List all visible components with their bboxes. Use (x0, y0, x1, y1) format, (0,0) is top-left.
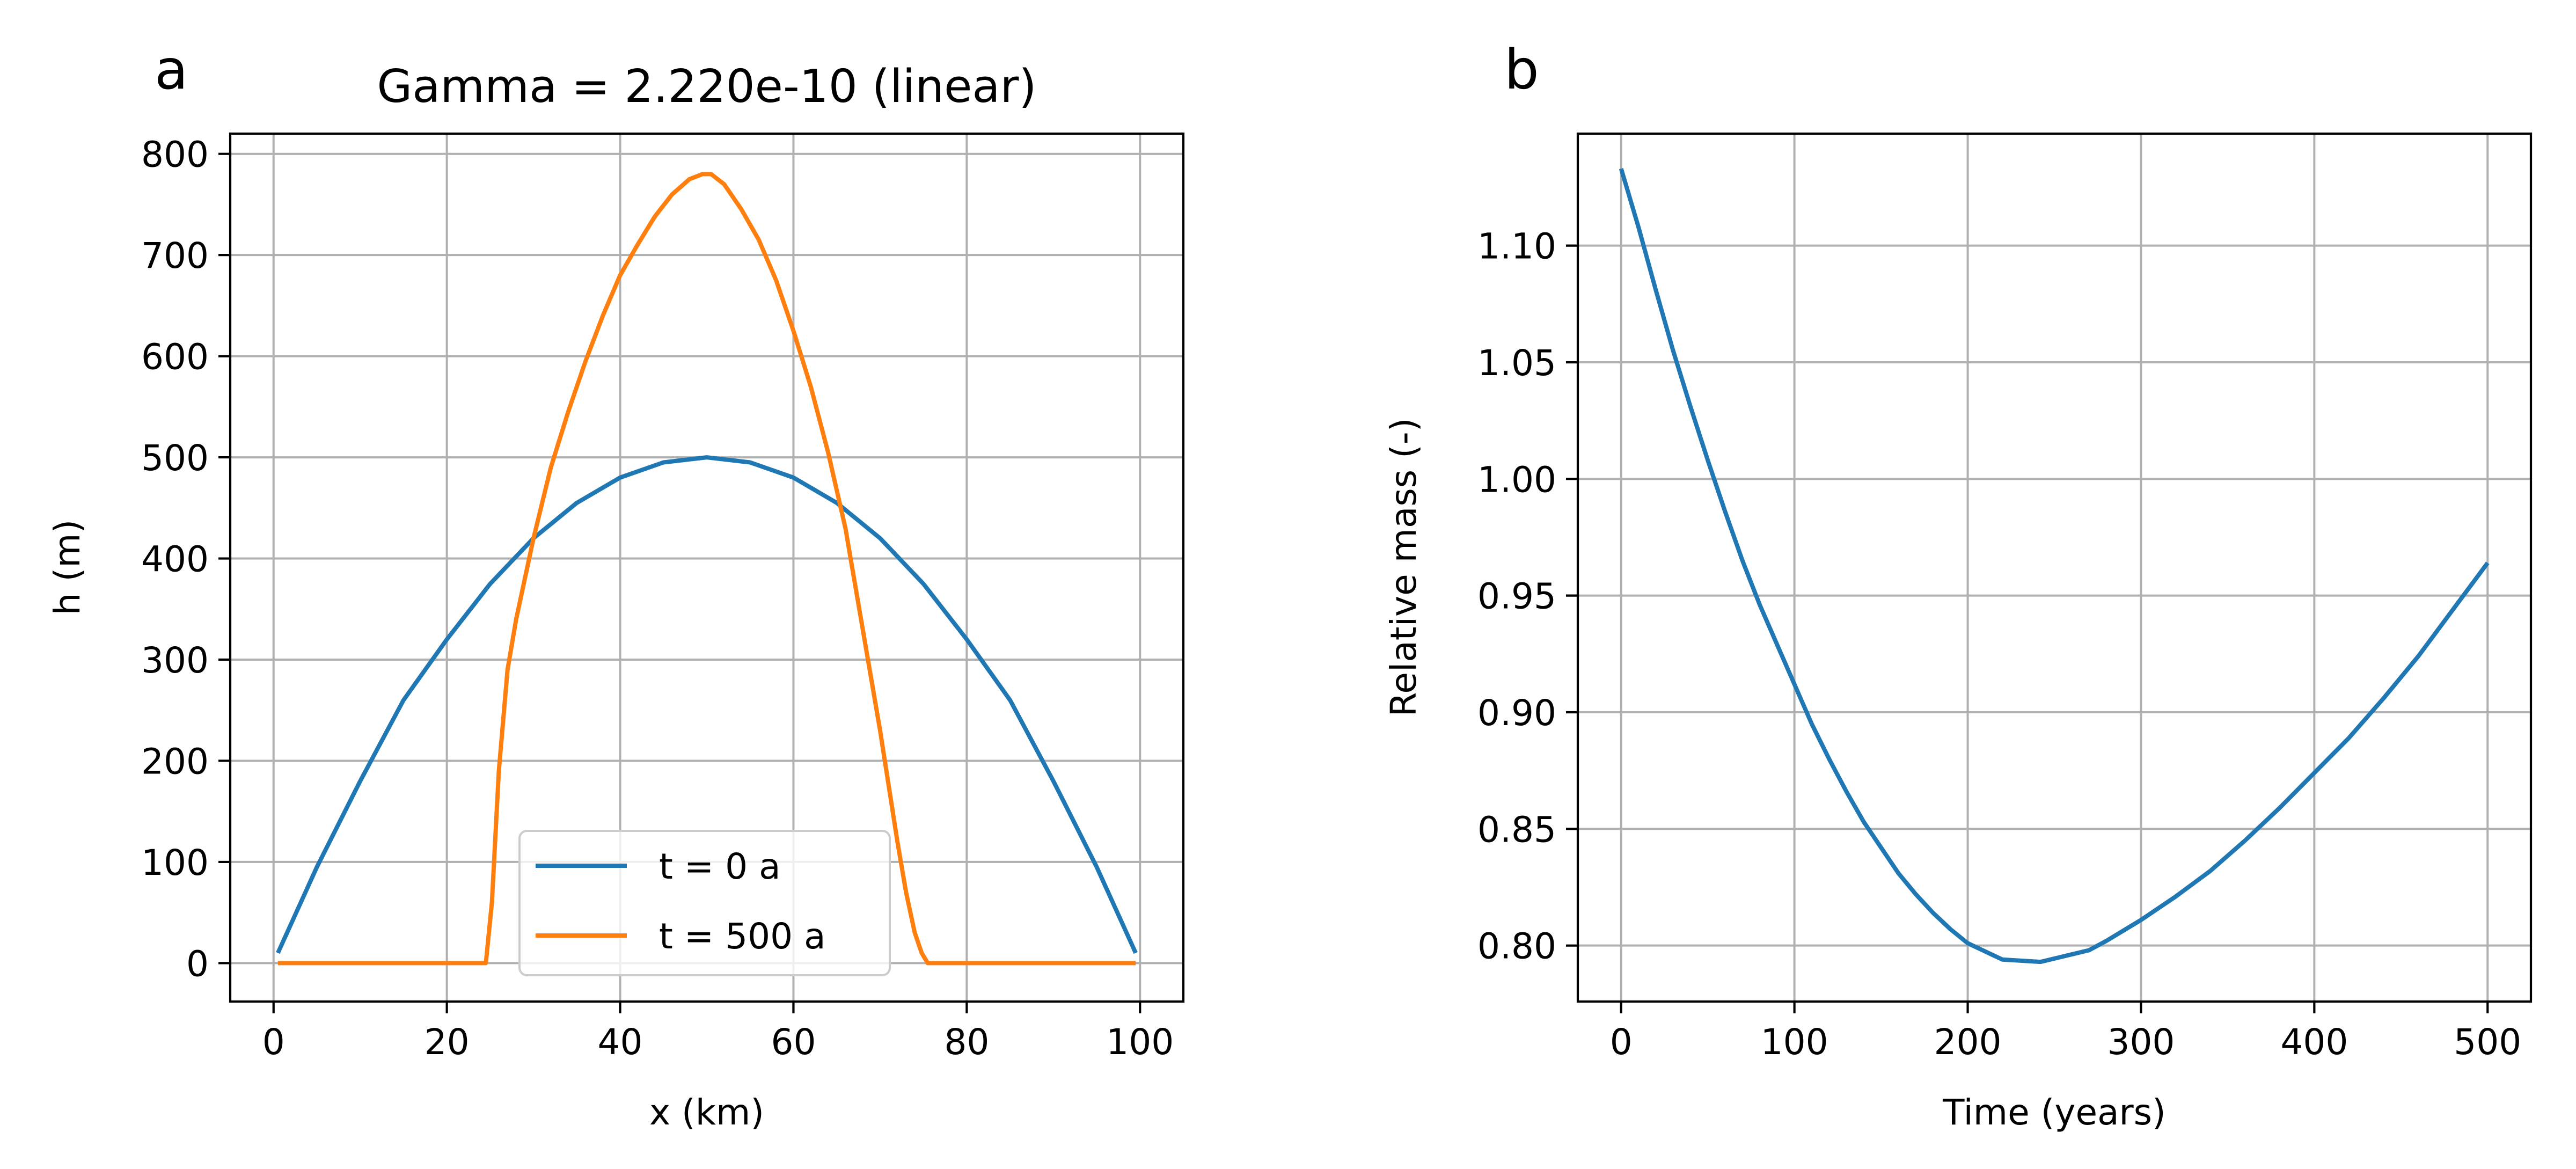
b-x-tick-label: 500 (2454, 1021, 2521, 1063)
a-y-tick-label: 0 (186, 943, 209, 984)
a-series-line-0 (276, 455, 1138, 954)
a-y-tick-label: 500 (141, 437, 209, 479)
a-ticks: 0 20 40 60 80 100 0 100 200 300 400 500 600 700 800 (141, 134, 1174, 1063)
a-lines (276, 172, 1138, 966)
a-x-tick-label: 80 (944, 1021, 989, 1063)
a-grid (230, 134, 1183, 1002)
b-x-tick-label: 0 (1610, 1021, 1633, 1063)
b-x-axis-label: Time (years) (1942, 1092, 2166, 1133)
a-series-line-1 (277, 172, 1136, 966)
a-x-axis-label: x (km) (649, 1092, 764, 1133)
b-y-tick-label: 0.80 (1477, 926, 1556, 967)
a-y-tick-label: 700 (141, 235, 209, 276)
b-y-tick-label: 1.10 (1477, 226, 1556, 267)
a-x-tick-label: 60 (771, 1021, 816, 1063)
b-y-tick-label: 1.00 (1477, 459, 1556, 500)
b-y-axis-label: Relative mass (-) (1383, 418, 1424, 717)
a-x-tick-label: 40 (598, 1021, 643, 1063)
b-y-tick-label: 0.85 (1477, 809, 1556, 850)
b-x-tick-label: 200 (1934, 1021, 2002, 1063)
a-y-tick-label: 300 (141, 640, 209, 681)
a-legend: t = 0 a t = 500 a (518, 830, 891, 976)
b-series-line-0 (1619, 168, 2490, 965)
a-legend-label-0: t = 0 a (659, 846, 781, 887)
b-lines (1619, 168, 2490, 965)
b-panel-letter: b (1504, 38, 1539, 102)
a-y-tick-label: 200 (141, 741, 209, 782)
a-y-tick-label: 400 (141, 539, 209, 580)
a-plot-frame (229, 132, 1185, 1003)
a-panel-letter: a (155, 38, 188, 102)
b-x-tick-label: 100 (1761, 1021, 1828, 1063)
b-y-tick-label: 0.95 (1477, 576, 1556, 617)
a-x-tick-label: 0 (262, 1021, 285, 1063)
b-grid (1578, 134, 2531, 1002)
a-x-tick-label: 20 (425, 1021, 470, 1063)
a-y-tick-label: 800 (141, 134, 209, 176)
a-y-tick-label: 100 (141, 842, 209, 883)
a-chart-title: Gamma = 2.220e-10 (linear) (377, 60, 1036, 113)
a-x-tick-label: 100 (1106, 1021, 1174, 1063)
a-y-axis-label: h (m) (47, 520, 88, 616)
b-plot-frame (1576, 132, 2533, 1003)
b-x-tick-label: 400 (2280, 1021, 2348, 1063)
b-y-tick-label: 0.90 (1477, 692, 1556, 734)
a-legend-label-1: t = 500 a (659, 916, 826, 957)
b-ticks: 0 100 200 300 400 500 0.80 0.85 0.90 0.95 1.00 1.05… (1477, 226, 2521, 1063)
b-y-tick-label: 1.05 (1477, 342, 1556, 384)
b-x-tick-label: 300 (2107, 1021, 2175, 1063)
a-y-tick-label: 600 (141, 337, 209, 378)
panel-b: 0 100 200 300 400 500 0.80 0.85 0.90 0.95 1.00 1.05… (1383, 38, 2533, 1133)
